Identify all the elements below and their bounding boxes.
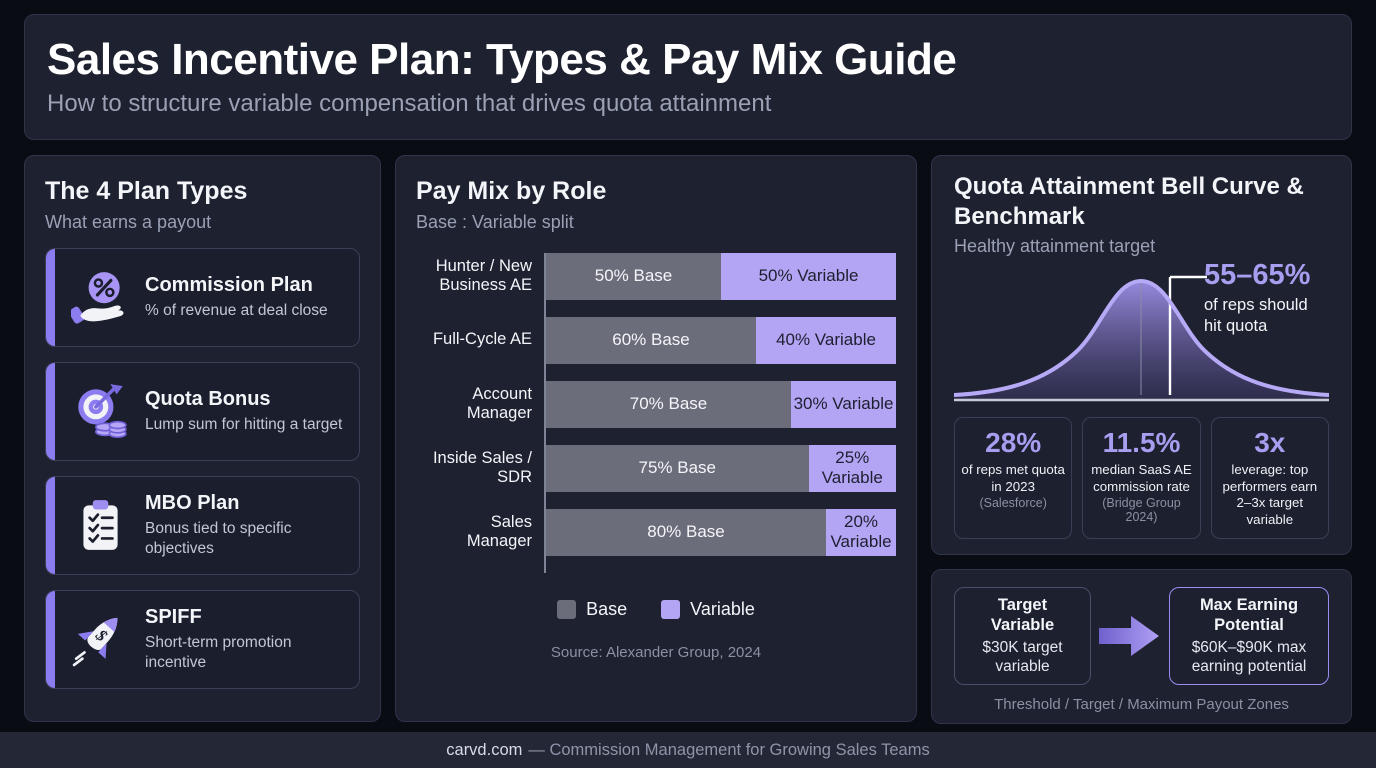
bar-segment-base: 70% Base (546, 380, 791, 428)
bar-category-label: Hunter / New Business AE (435, 256, 532, 294)
main-content: The 4 Plan Types What earns a payout Com… (24, 155, 1352, 725)
plan-name: Quota Bonus (145, 387, 271, 410)
legend-item-base: Base (557, 599, 627, 620)
header-panel: Sales Incentive Plan: Types & Pay Mix Gu… (24, 14, 1352, 140)
payout-zones-panel: Target Variable $30K target variable (931, 569, 1352, 725)
card-accent-bar (46, 476, 55, 574)
stat-source: (Salesforce) (979, 496, 1047, 511)
legend-label: Base (586, 598, 628, 619)
stat-value: 11.5% (1102, 427, 1181, 458)
pay-mix-title: Pay Mix by Role (416, 177, 607, 205)
plan-name: MBO Plan (145, 491, 240, 514)
plan-card-spiff: $ SPIFF Short-term promotion incentive (45, 589, 360, 689)
zone-title: Max Earning Potential (1199, 596, 1299, 635)
hand-percent-icon (71, 272, 124, 324)
bar-segment-base: 60% Base (546, 316, 756, 364)
right-column: Quota Attainment Bell Curve & Benchmark … (931, 155, 1352, 725)
payout-zones-caption: Threshold / Target / Maximum Payout Zone… (994, 696, 1289, 714)
stat-label: median SaaS AE commission rate (1091, 462, 1192, 494)
plan-description: Lump sum for hitting a target (145, 415, 343, 433)
bar-segment-base: 80% Base (546, 508, 826, 556)
footer-brand: carvd.com (446, 740, 523, 759)
annotation-value: 55–65% (1204, 259, 1311, 291)
page-title: Sales Incentive Plan: Types & Pay Mix Gu… (47, 35, 957, 84)
bar-category-label: Inside Sales / SDR (432, 448, 532, 486)
chart-legend: Base Variable (416, 599, 896, 620)
max-earning-box: Max Earning Potential $60K–$90K max earn… (1169, 587, 1329, 686)
footer-bar: carvd.com — Commission Management for Gr… (0, 732, 1376, 768)
bar-segment-variable: 25% Variable (808, 444, 896, 492)
target-coins-icon (78, 384, 127, 439)
bar-segment-variable: 20% Variable (826, 508, 896, 556)
target-variable-box: Target Variable $30K target variable (954, 587, 1091, 686)
variable-swatch (661, 599, 681, 619)
bar-segment-variable: 30% Variable (791, 380, 896, 428)
bar-segment-base: 50% Base (546, 252, 721, 300)
base-swatch (557, 599, 577, 619)
stacked-bar: 50% Base 50% Variable (546, 252, 896, 300)
bar-segment-variable: 40% Variable (756, 316, 896, 364)
legend-item-variable: Variable (661, 599, 755, 620)
annotation-text: of reps should hit quota (1204, 296, 1308, 335)
zone-title: Target Variable (990, 596, 1055, 635)
plan-name: Commission Plan (145, 273, 313, 296)
bell-curve-panel: Quota Attainment Bell Curve & Benchmark … (931, 155, 1352, 555)
clipboard-checklist-icon (83, 500, 118, 550)
plan-types-subtitle: What earns a payout (45, 211, 212, 232)
stacked-bar: 70% Base 30% Variable (546, 380, 896, 428)
bar-category-label: Account Manager (466, 384, 532, 422)
stat-value: 3x (1254, 427, 1286, 458)
stacked-bar: 75% Base 25% Variable (546, 444, 896, 492)
pay-mix-panel: Pay Mix by Role Base : Variable split Hu… (395, 155, 917, 722)
benchmark-stats: 28% of reps met quota in 2023 (Salesforc… (954, 417, 1329, 540)
plan-card-quota-bonus: Quota Bonus Lump sum for hitting a targe… (45, 361, 360, 461)
bell-title: Quota Attainment Bell Curve & Benchmark (954, 173, 1304, 230)
chart-bars: 50% Base 50% Variable 60% Base 40% Variable… (544, 252, 896, 573)
bar-segment-variable: 50% Variable (721, 252, 896, 300)
plan-types-panel: The 4 Plan Types What earns a payout Com… (24, 155, 381, 722)
zone-text: $60K–$90K max earning potential (1191, 639, 1307, 676)
right-arrow-icon (1099, 613, 1161, 659)
stat-label: of reps met quota in 2023 (961, 462, 1065, 494)
zone-text: $30K target variable (982, 639, 1063, 676)
stat-label: leverage: top performers earn 2–3x targe… (1222, 462, 1318, 527)
chart-category-labels: Hunter / New Business AE Full-Cycle AE Acco… (416, 253, 544, 573)
stacked-bar: 80% Base 20% Variable (546, 508, 896, 556)
legend-label: Variable (690, 598, 755, 619)
pay-mix-subtitle: Base : Variable split (416, 211, 574, 232)
bell-annotation: 55–65% of reps should hit quota (1204, 261, 1329, 336)
page-subtitle: How to structure variable compensation t… (47, 90, 772, 117)
bell-curve-chart: 55–65% of reps should hit quota (954, 261, 1329, 403)
bell-curve-svg (954, 275, 1329, 402)
pay-mix-chart: Hunter / New Business AE Full-Cycle AE Acco… (416, 252, 896, 573)
bar-category-label: Full-Cycle AE (432, 330, 532, 349)
rocket-dollar-icon: $ (72, 617, 118, 667)
stat-card-commission-rate: 11.5% median SaaS AE commission rate (Br… (1082, 417, 1201, 540)
plan-name: SPIFF (145, 605, 202, 628)
plan-card-commission: Commission Plan % of revenue at deal clo… (45, 247, 360, 347)
plan-description: Bonus tied to specific objectives (145, 519, 292, 557)
chart-source: Source: Alexander Group, 2024 (550, 643, 762, 661)
plan-types-title: The 4 Plan Types (45, 177, 248, 205)
plan-card-mbo: MBO Plan Bonus tied to specific objectiv… (45, 475, 360, 575)
card-accent-bar (46, 362, 55, 460)
bell-subtitle: Healthy attainment target (954, 236, 1156, 256)
bar-category-label: Sales Manager (466, 512, 532, 550)
stat-source: (Bridge Group 2024) (1102, 496, 1181, 525)
stat-value: 28% (985, 427, 1042, 458)
bar-segment-base: 75% Base (546, 444, 809, 492)
plan-description: % of revenue at deal close (145, 301, 328, 319)
stacked-bar: 60% Base 40% Variable (546, 316, 896, 364)
plan-description: Short-term promotion incentive (145, 633, 292, 671)
card-accent-bar (46, 590, 55, 688)
footer-tagline: — Commission Management for Growing Sale… (528, 740, 930, 759)
stat-card-quota: 28% of reps met quota in 2023 (Salesforc… (954, 417, 1073, 540)
stat-card-leverage: 3x leverage: top performers earn 2–3x ta… (1210, 417, 1329, 540)
card-accent-bar (46, 248, 55, 346)
